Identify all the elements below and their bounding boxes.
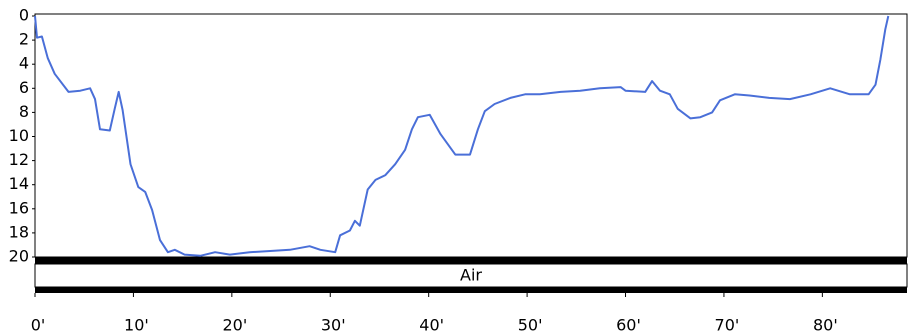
y-tick-label: 18 [9, 222, 29, 241]
x-tick-label: 50' [518, 316, 543, 335]
x-tick-label: 70' [715, 316, 740, 335]
gas-bar-bottom [35, 287, 907, 293]
y-tick-label: 20 [9, 247, 29, 266]
x-tick-label: 60' [616, 316, 641, 335]
gas-bar-top [35, 257, 907, 264]
x-tick-label: 30' [321, 316, 346, 335]
x-tick-label: 80' [813, 316, 838, 335]
y-tick-label: 0 [19, 6, 29, 25]
plot-frame [34, 13, 908, 258]
y-tick-label: 4 [19, 54, 29, 73]
x-tick-label: 20' [222, 316, 247, 335]
x-tick-label: 0' [31, 316, 46, 335]
y-tick-label: 6 [19, 78, 29, 97]
x-tick-label: 40' [419, 316, 444, 335]
x-tick-label: 10' [124, 316, 149, 335]
depth-line [34, 15, 890, 257]
y-tick-label: 8 [19, 102, 29, 121]
y-tick-label: 2 [19, 30, 29, 49]
y-tick-label: 10 [9, 126, 29, 145]
y-tick-label: 14 [9, 174, 29, 193]
gas-label: Air [460, 266, 482, 285]
y-tick-label: 16 [9, 198, 29, 217]
y-tick-label: 12 [9, 150, 29, 169]
